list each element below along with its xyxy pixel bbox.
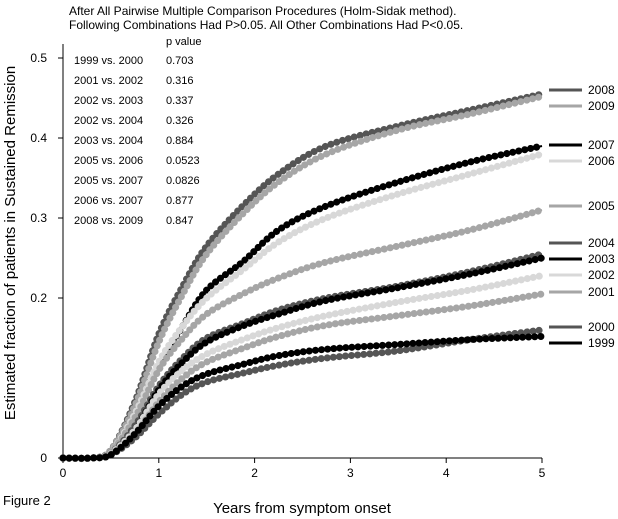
pvalue-row-comparison: 2002 vs. 2004: [74, 115, 143, 127]
x-axis-label: Years from symptom onset: [213, 500, 392, 517]
x-tick-label: 3: [347, 466, 354, 480]
pvalue-row-comparison: 2005 vs. 2007: [74, 175, 143, 187]
legend-label-2006: 2006: [588, 154, 615, 168]
y-tick-label: 0.3: [30, 211, 47, 225]
legend-label-2000: 2000: [588, 320, 615, 334]
axes: 0 1 2 3 4 5 0 0.2 0.3 0.4 0.5: [30, 44, 546, 480]
x-tick-label: 4: [443, 466, 450, 480]
series-layer: [59, 90, 546, 463]
pvalue-row-comparison: 2001 vs. 2002: [74, 75, 143, 87]
pvalue-row-comparison: 2003 vs. 2004: [74, 135, 143, 147]
x-tick-label: 2: [251, 466, 258, 480]
pvalue-row-comparison: 1999 vs. 2000: [74, 55, 143, 67]
pvalue-row-value: 0.337: [166, 95, 194, 107]
pvalue-header: p value: [166, 36, 201, 48]
x-tick-label: 1: [155, 466, 162, 480]
legend-label-2007: 2007: [588, 138, 615, 152]
y-tick-label: 0: [40, 451, 47, 465]
x-tick-label: 0: [60, 466, 67, 480]
legend-label-2001: 2001: [588, 285, 615, 299]
pvalue-row-value: 0.847: [166, 215, 194, 227]
legend-label-2008: 2008: [588, 83, 615, 97]
series-markers-1999: [59, 332, 546, 462]
pvalue-row-value: 0.326: [166, 115, 194, 127]
pvalue-row-value: 0.316: [166, 75, 194, 87]
pvalue-table: p value 1999 vs. 2000 0.703 2001 vs. 2002 0…: [74, 36, 201, 227]
legend-label-2005: 2005: [588, 199, 615, 213]
pvalue-row-value: 0.0523: [166, 155, 200, 167]
legend-label-2004: 2004: [588, 236, 615, 250]
legend-label-2009: 2009: [588, 99, 615, 113]
pvalue-row-value: 0.877: [166, 195, 194, 207]
pvalue-row-value: 0.0826: [166, 175, 200, 187]
legend: 2008 2009 2007 2006 2005 2004 2003 2002 2001 2000…: [549, 83, 615, 350]
legend-label-1999: 1999: [588, 336, 615, 350]
pvalue-row-value: 0.703: [166, 55, 194, 67]
y-tick-label: 0.5: [30, 51, 47, 65]
pvalue-row-comparison: 2006 vs. 2007: [74, 195, 143, 207]
pvalue-row-comparison: 2005 vs. 2006: [74, 155, 143, 167]
chart-title-line-1: After All Pairwise Multiple Comparison P…: [69, 4, 456, 18]
legend-label-2002: 2002: [588, 268, 615, 282]
y-tick-label: 0.2: [30, 291, 47, 305]
pvalue-row-value: 0.884: [166, 135, 194, 147]
pvalue-row-comparison: 2002 vs. 2003: [74, 95, 143, 107]
figure-label: Figure 2: [3, 493, 51, 508]
x-tick-label: 5: [539, 466, 546, 480]
chart-title-line-2: Following Combinations Had P>0.05. All O…: [69, 18, 463, 32]
legend-label-2003: 2003: [588, 252, 615, 266]
y-tick-label: 0.4: [30, 131, 47, 145]
pvalue-row-comparison: 2008 vs. 2009: [74, 215, 143, 227]
y-axis-label: Estimated fraction of patients in Sustai…: [2, 66, 19, 420]
